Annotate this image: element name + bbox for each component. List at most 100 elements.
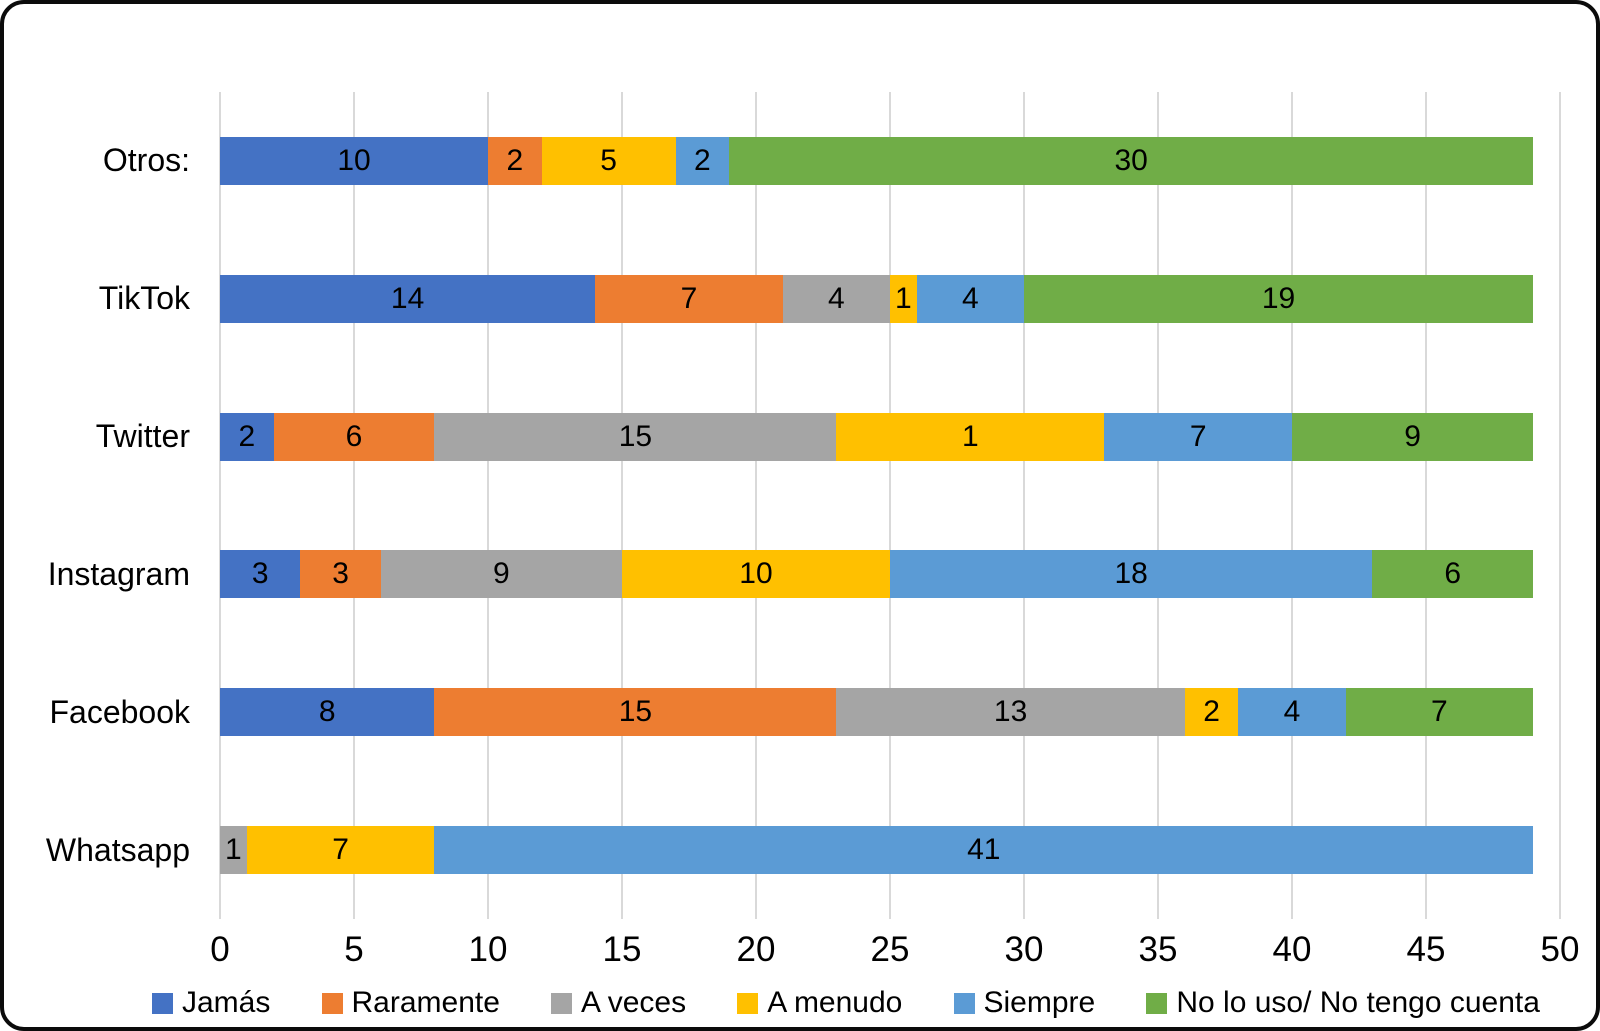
x-tick-label: 40 xyxy=(1272,930,1312,969)
bar-segment: 7 xyxy=(246,826,435,875)
bar-segment-label: 2 xyxy=(694,143,711,177)
bar-segment: 6 xyxy=(1372,550,1534,599)
bar-segment-label: 10 xyxy=(739,557,773,591)
legend-item: A menudo xyxy=(737,988,902,1018)
bar-segment: 7 xyxy=(595,274,783,323)
x-tick-label: 15 xyxy=(602,930,642,969)
bar-segment: 10 xyxy=(621,550,890,599)
category-labels: Otros: TikTok Twitter Instagram Facebook What… xyxy=(4,92,206,919)
x-tick-label: 10 xyxy=(468,930,508,969)
bar-segment: 8 xyxy=(220,688,435,737)
bar-segment: 9 xyxy=(380,550,622,599)
bar-row: 3 3 9 10 18 6 xyxy=(220,505,1560,643)
bar-segment-label: 6 xyxy=(345,419,363,453)
bar-segment: 3 xyxy=(220,550,301,599)
stacked-bar: 3 3 9 10 18 6 xyxy=(220,550,1560,599)
legend-item: Siempre xyxy=(953,986,1096,1019)
bar-segment: 4 xyxy=(916,274,1024,323)
gridline xyxy=(1157,92,1159,919)
legend-item: Raramente xyxy=(321,986,500,1019)
bar-row: 10 2 5 2 30 xyxy=(220,92,1560,230)
bar-segment-label: 8 xyxy=(318,695,336,729)
bar-segment-label: 14 xyxy=(390,281,425,315)
category-label: Otros: xyxy=(102,142,190,179)
bar-segment-label: 6 xyxy=(1444,557,1462,591)
gridline xyxy=(1425,92,1427,919)
bar-segment-label: 1 xyxy=(895,281,912,315)
gridline xyxy=(889,92,891,919)
category-label: TikTok xyxy=(98,280,190,317)
x-tick-label: 35 xyxy=(1138,930,1178,969)
bar-segment-label: 4 xyxy=(1283,695,1301,729)
bar-segment: 2 xyxy=(488,136,542,185)
bar-segment-label: 2 xyxy=(1203,695,1220,729)
gridline xyxy=(755,92,757,919)
legend-label: No lo uso/ No tengo cuenta xyxy=(1176,986,1540,1019)
bar-segment-label: 15 xyxy=(618,419,653,453)
bar-segment-label: 2 xyxy=(238,419,256,453)
category-label: Facebook xyxy=(49,693,190,730)
x-tick-label: 50 xyxy=(1540,930,1580,969)
legend-swatch xyxy=(953,992,975,1014)
bar-segment: 3 xyxy=(300,550,381,599)
bar-segment-label: 18 xyxy=(1114,557,1148,591)
x-tick-label: 0 xyxy=(210,930,230,969)
plot-area: 10 2 5 2 30 14 7 4 1 4 19 2 6 15 1 7 9 3 3 9 10 18 6 8 15 13 2 4 7 1 7… xyxy=(219,92,1561,919)
bar-row: 8 15 13 2 4 7 xyxy=(220,643,1560,781)
gridline xyxy=(1559,92,1561,919)
bar-segment: 1 xyxy=(836,412,1105,461)
legend-swatch xyxy=(152,992,173,1014)
stacked-bar: 2 6 15 1 7 9 xyxy=(220,412,1560,461)
stacked-bar: 8 15 13 2 4 7 xyxy=(220,688,1560,737)
x-tick-label: 20 xyxy=(736,930,776,969)
bar-segment: 30 xyxy=(729,136,1534,185)
bar-segment-label: 7 xyxy=(1431,695,1448,729)
category-label: Whatsapp xyxy=(45,831,190,868)
bar-segment-label: 7 xyxy=(1189,419,1207,453)
stacked-bar: 10 2 5 2 30 xyxy=(220,136,1560,185)
stacked-bar: 14 7 4 1 4 19 xyxy=(220,274,1560,323)
bar-segment: 19 xyxy=(1023,274,1534,323)
legend-item: Jamás xyxy=(152,988,270,1018)
bar-segment-label: 15 xyxy=(618,695,653,729)
legend-label: A menudo xyxy=(767,986,903,1019)
bar-segment: 1 xyxy=(220,826,247,875)
bar-row: 2 6 15 1 7 9 xyxy=(220,368,1560,506)
stacked-bar: 1 7 41 xyxy=(220,826,1560,875)
bar-segment-label: 19 xyxy=(1261,281,1296,315)
bar-segment: 14 xyxy=(220,274,596,323)
bar-segment-label: 2 xyxy=(506,143,524,177)
bar-segment-label: 4 xyxy=(828,281,845,315)
bar-segment-label: 41 xyxy=(967,833,1001,867)
gridline xyxy=(621,92,623,919)
bar-segment-label: 1 xyxy=(225,833,242,867)
bar-segment-label: 10 xyxy=(337,143,371,177)
bar-segment: 2 xyxy=(1184,688,1239,737)
bar-segment-label: 5 xyxy=(600,143,617,177)
bar-segment-label: 4 xyxy=(962,281,979,315)
gridline xyxy=(219,92,221,919)
gridline xyxy=(487,92,489,919)
bar-segment: 2 xyxy=(220,412,274,461)
legend-swatch xyxy=(1146,992,1168,1014)
bar-row: 1 7 41 xyxy=(220,781,1560,919)
legend-label: Raramente xyxy=(351,986,500,1019)
bar-segment-label: 3 xyxy=(332,557,349,591)
bar-segment: 5 xyxy=(541,136,676,185)
bar-segment-label: 9 xyxy=(1404,419,1421,453)
bar-segment-label: 7 xyxy=(680,281,698,315)
legend-label: Siempre xyxy=(983,986,1096,1019)
bar-segment: 15 xyxy=(434,688,837,737)
legend-swatch xyxy=(321,992,343,1014)
legend-item: No lo uso/ No tengo cuenta xyxy=(1146,988,1540,1018)
bar-segment: 6 xyxy=(273,412,435,461)
legend: Jamás Raramente A veces A menudo Siempre No l… xyxy=(152,986,1540,1020)
x-tick-label: 25 xyxy=(870,930,910,969)
legend-swatch xyxy=(737,992,759,1014)
gridline xyxy=(1023,92,1025,919)
bar-segment: 41 xyxy=(434,826,1534,875)
bar-segment-label: 7 xyxy=(332,833,349,867)
bar-segment: 4 xyxy=(782,274,890,323)
legend-item: A veces xyxy=(551,988,686,1018)
bar-segment: 1 xyxy=(889,274,917,323)
